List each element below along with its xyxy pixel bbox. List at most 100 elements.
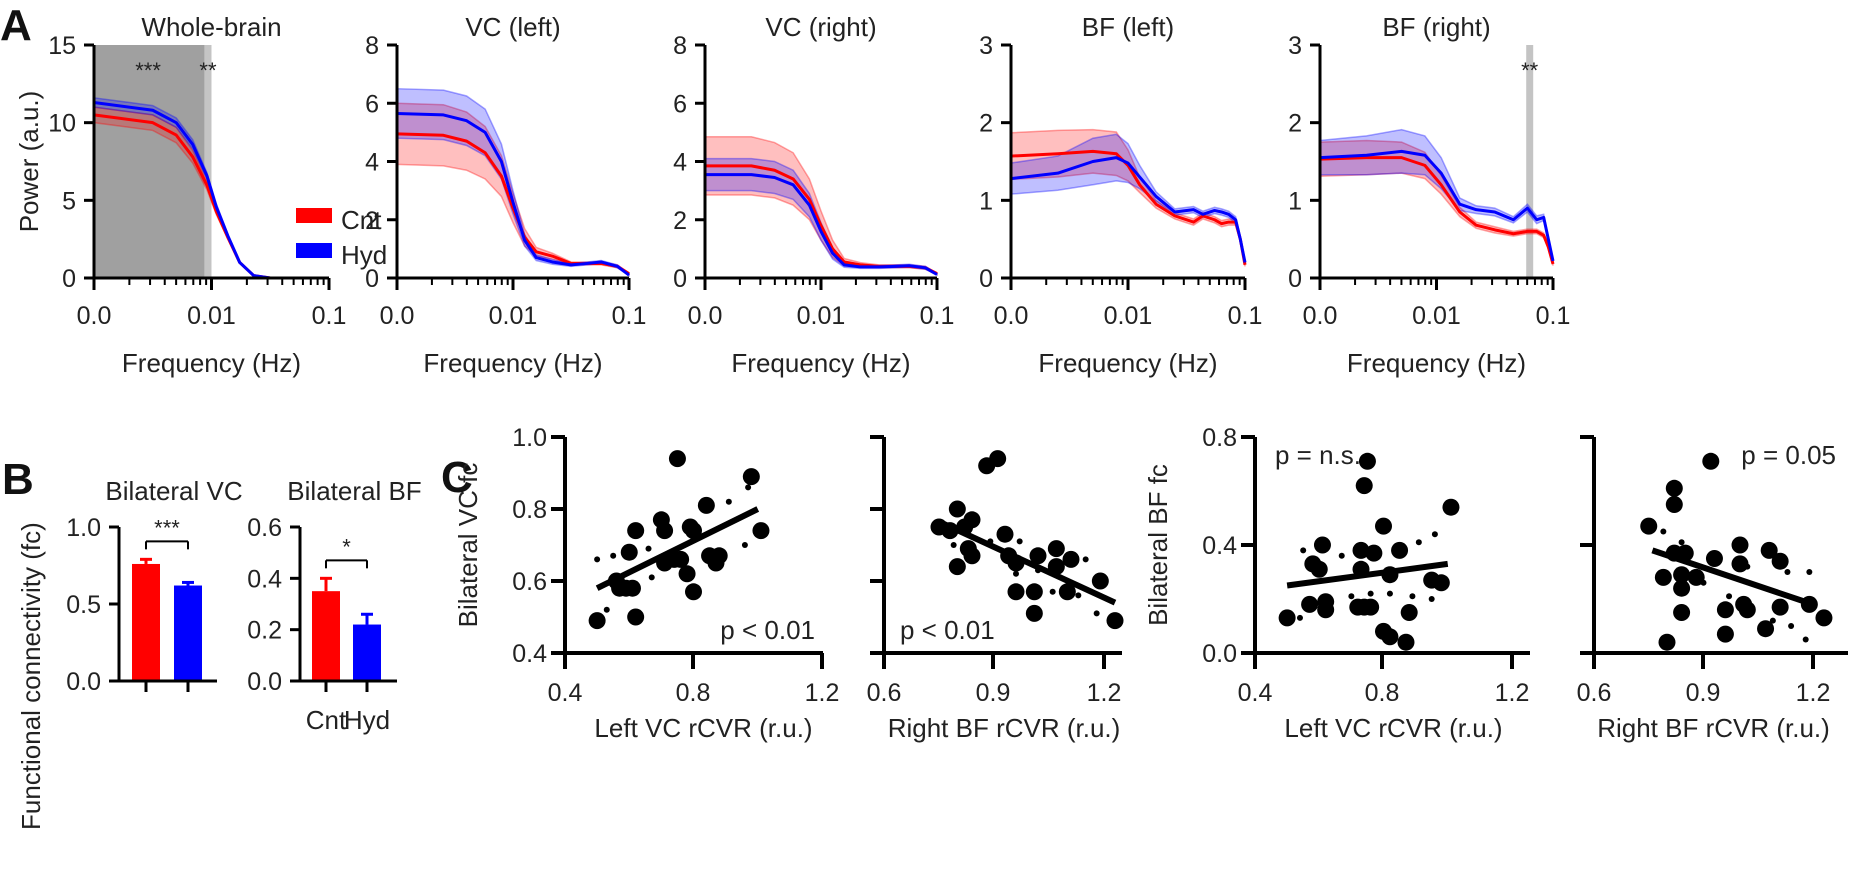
- data-point: [1640, 517, 1658, 535]
- x-tick-label: 0.1: [1536, 302, 1571, 330]
- data-point: [1771, 598, 1789, 616]
- data-point-small: [1806, 569, 1813, 575]
- x-tick-label: 1.2: [1796, 679, 1831, 707]
- data-point-small: [1348, 593, 1355, 600]
- x-tick-label: 0.6: [867, 679, 902, 707]
- data-point-small: [610, 552, 617, 559]
- data-point: [1432, 574, 1450, 592]
- y-tick-label: 0.0: [1202, 640, 1237, 668]
- y-tick-label: 1.0: [512, 424, 547, 452]
- regression-line: [1286, 560, 1449, 589]
- bar-hyd: [353, 624, 381, 681]
- data-point: [1673, 579, 1691, 597]
- data-point-small: [725, 498, 732, 505]
- data-point: [1397, 633, 1415, 651]
- x-axis-label: Frequency (Hz): [1347, 348, 1526, 378]
- panel-letter-b: B: [2, 455, 34, 504]
- y-tick-label: 0.8: [1202, 424, 1237, 452]
- regression-line: [1651, 547, 1814, 608]
- data-point-small: [1016, 538, 1023, 545]
- data-point: [627, 522, 645, 540]
- data-point-small: [1678, 539, 1685, 546]
- data-point: [1673, 604, 1691, 621]
- data-point-small: [741, 542, 748, 548]
- data-point-small: [1386, 590, 1393, 597]
- legend-swatch-hyd: [296, 243, 332, 258]
- data-point: [1058, 583, 1076, 601]
- data-point: [1310, 560, 1328, 578]
- data-point: [1665, 496, 1683, 513]
- mean-line-cnt: [1010, 149, 1247, 266]
- data-point-small: [1431, 531, 1438, 538]
- data-point: [1654, 568, 1672, 586]
- chart-title: Whole-brain: [141, 12, 281, 42]
- x-tick-label: 0.4: [1238, 679, 1273, 707]
- data-point: [963, 547, 981, 565]
- x-tick-label: 0.01: [187, 302, 236, 330]
- y-tick-label: 0: [1288, 265, 1302, 293]
- data-point: [1381, 628, 1399, 646]
- x-tick-label: 0.8: [676, 679, 711, 707]
- data-point-small: [1296, 614, 1303, 621]
- chart-title: VC (left): [465, 12, 560, 42]
- bar-cnt: [312, 591, 340, 681]
- significance-band: [1526, 45, 1534, 278]
- x-tick-label: 0.0: [1303, 302, 1338, 330]
- regression-line: [595, 506, 760, 591]
- data-point-small: [1744, 563, 1751, 570]
- y-axis-label: Bilateral BF fc: [1143, 464, 1173, 626]
- y-axis-label: Bilateral VC fc: [453, 463, 483, 628]
- data-point: [1301, 595, 1319, 613]
- data-point: [963, 511, 981, 529]
- regression-line: [941, 520, 1117, 606]
- y-tick-label: 1: [979, 187, 993, 215]
- data-point: [1702, 452, 1720, 470]
- line-chart-a2: 0 2 4 6 8 0.0 0.01 0.1 Frequency (Hz) VC (left): [365, 12, 646, 378]
- chart-title: Bilateral BF: [287, 476, 421, 506]
- x-tick-label: 0.1: [1228, 302, 1263, 330]
- data-point: [1375, 517, 1392, 535]
- legend-label-cnt: Cnt: [341, 205, 382, 235]
- x-tick-label: 1.2: [1495, 679, 1530, 707]
- y-tick-label: 0: [979, 265, 993, 293]
- data-point: [1731, 555, 1749, 573]
- data-point-small: [594, 556, 601, 563]
- data-point: [1365, 544, 1383, 562]
- data-point: [1757, 620, 1775, 638]
- bar-hyd: [174, 585, 202, 681]
- x-tick-label: 0.0: [77, 302, 112, 330]
- data-point: [1665, 479, 1683, 497]
- x-tick-label: 0.01: [797, 302, 846, 330]
- x-axis-label: Frequency (Hz): [423, 348, 602, 378]
- data-point: [752, 522, 770, 540]
- x-tick-label: 0.0: [380, 302, 415, 330]
- data-point-small: [1428, 596, 1435, 602]
- data-point: [1355, 477, 1373, 495]
- y-tick-label: 0.5: [66, 591, 101, 619]
- data-point: [668, 450, 686, 468]
- panel-letter-c: C: [441, 453, 473, 502]
- data-point-small: [1660, 528, 1667, 535]
- x-tick-label: 1.2: [805, 679, 840, 707]
- data-point: [989, 450, 1007, 468]
- x-axis-label: Right BF rCVR (r.u.): [1597, 713, 1830, 743]
- y-tick-label: 0.6: [512, 568, 547, 596]
- data-point-small: [1093, 610, 1100, 617]
- data-point-small: [950, 542, 957, 548]
- x-tick-label: 0.9: [1686, 679, 1721, 707]
- y-tick-label: 0.8: [512, 496, 547, 524]
- x-tick-label: 1.2: [1087, 679, 1122, 707]
- y-tick-label: 5: [62, 187, 76, 215]
- legend: Cnt Hyd: [296, 205, 387, 270]
- y-tick-label: 1: [1288, 187, 1302, 215]
- data-point-small: [1788, 623, 1795, 629]
- data-point: [1716, 625, 1734, 643]
- panel-b-ylabel: Functional connectivity (fc): [16, 522, 46, 830]
- mean-line-cnt: [1319, 156, 1555, 265]
- data-point: [1442, 498, 1460, 516]
- x-tick-label: 0.01: [1104, 302, 1153, 330]
- p-value-annotation: p < 0.01: [900, 615, 995, 645]
- data-point: [620, 543, 638, 561]
- x-tick-label: 0.1: [612, 302, 647, 330]
- y-tick-label: 4: [673, 149, 687, 177]
